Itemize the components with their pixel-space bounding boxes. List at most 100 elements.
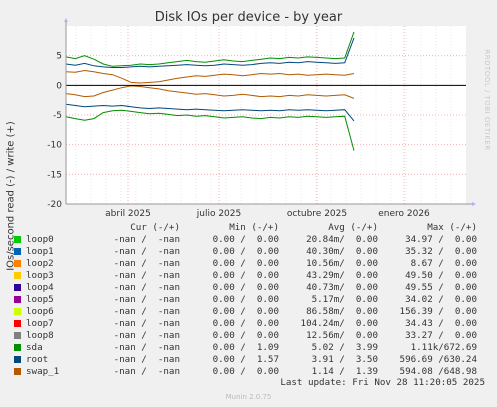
legend-avg: 20.84m/ 0.00 (306, 234, 378, 245)
legend-name: swap_1 (26, 366, 60, 377)
y-tick-label: 5 (56, 52, 62, 62)
y-tick-label: 0 (56, 81, 62, 91)
legend-header-min: Min (-/+) (229, 222, 279, 233)
legend-name: loop3 (26, 270, 54, 281)
legend-min: 0.00 / 0.00 (212, 246, 279, 257)
legend-row-sda: sda -nan / -nan 0.00 / 1.09 5.02 / 3.99 1.11… (0, 342, 497, 354)
legend-swatch (14, 368, 21, 375)
legend-cur: -nan / -nan (113, 258, 180, 269)
legend-name: root (26, 354, 49, 365)
legend-header-max: Max (-/+) (427, 222, 477, 233)
legend-min: 0.00 / 0.00 (212, 306, 279, 317)
series-line-sda-write (65, 31, 355, 67)
legend-avg: 40.30m/ 0.00 (306, 246, 378, 257)
legend-name: loop4 (26, 282, 54, 293)
y-tick-label: -10 (47, 141, 62, 151)
legend-header-cur: Cur (-/+) (130, 222, 180, 233)
series-line-swap_1-read (65, 85, 355, 99)
y-tick-label: -15 (47, 170, 62, 180)
legend-name: loop2 (26, 258, 54, 269)
y-axis-arrow (64, 18, 68, 22)
last-update: Last update: Fri Nov 28 11:20:05 2025 (280, 377, 485, 388)
legend-min: 0.00 / 0.00 (212, 258, 279, 269)
legend-swatch (14, 344, 21, 351)
legend-name: loop8 (26, 330, 54, 341)
legend-min: 0.00 / 0.00 (212, 330, 279, 341)
x-tick-label: julio 2025 (196, 209, 241, 219)
x-tick-label: octubre 2025 (287, 209, 347, 219)
legend-row-loop4: loop4 -nan / -nan 0.00 / 0.00 40.73m/ 0.00 4… (0, 282, 497, 294)
legend-row-loop5: loop5 -nan / -nan 0.00 / 0.00 5.17m/ 0.00 34… (0, 294, 497, 306)
legend-row-loop8: loop8 -nan / -nan 0.00 / 0.00 12.56m/ 0.00 3… (0, 330, 497, 342)
legend-avg: 3.91 / 3.50 (311, 354, 378, 365)
legend-avg: 40.73m/ 0.00 (306, 282, 378, 293)
legend-max: 34.97 / 0.00 (405, 234, 477, 245)
legend-swatch (14, 260, 21, 267)
legend-swatch (14, 272, 21, 279)
legend-min: 0.00 / 1.09 (212, 342, 279, 353)
legend-cur: -nan / -nan (113, 234, 180, 245)
legend-cur: -nan / -nan (113, 354, 180, 365)
legend-row-loop3: loop3 -nan / -nan 0.00 / 0.00 43.29m/ 0.00 4… (0, 270, 497, 282)
legend-avg: 86.58m/ 0.00 (306, 306, 378, 317)
legend-row-loop6: loop6 -nan / -nan 0.00 / 0.00 86.58m/ 0.00 1… (0, 306, 497, 318)
legend-cur: -nan / -nan (113, 246, 180, 257)
chart-area: 5 0 -5 -10 -15 -20 abril 2025 julio 2025 octubr… (47, 18, 476, 219)
legend-max: 49.50 / 0.00 (405, 270, 477, 281)
legend-cur: -nan / -nan (113, 342, 180, 353)
x-tick-label: enero 2026 (378, 209, 430, 219)
legend-swatch (14, 284, 21, 291)
series-lines (65, 31, 355, 151)
legend-min: 0.00 / 0.00 (212, 234, 279, 245)
legend-cur: -nan / -nan (113, 366, 180, 377)
legend-name: sda (26, 342, 43, 353)
legend-avg: 5.17m/ 0.00 (311, 294, 378, 305)
chart-title: Disk IOs per device - by year (154, 10, 343, 25)
legend-avg: 5.02 / 3.99 (311, 342, 378, 353)
legend-swatch (14, 296, 21, 303)
legend-max: 34.02 / 0.00 (405, 294, 477, 305)
legend-cur: -nan / -nan (113, 318, 180, 329)
legend-row-root: root -nan / -nan 0.00 / 1.57 3.91 / 3.50 596… (0, 354, 497, 366)
legend-min: 0.00 / 0.00 (212, 318, 279, 329)
legend-avg: 104.24m/ 0.00 (300, 318, 378, 329)
series-line-sda-read (65, 109, 355, 151)
legend-min: 0.00 / 1.57 (212, 354, 279, 365)
y-tick-label: -5 (53, 111, 62, 121)
legend-min: 0.00 / 0.00 (212, 366, 279, 377)
munin-version: Munin 2.0.75 (225, 393, 272, 401)
legend-swatch (14, 320, 21, 327)
y-tick-labels: 5 0 -5 -10 -15 -20 (47, 52, 62, 210)
legend-min: 0.00 / 0.00 (212, 282, 279, 293)
x-tick-labels: abril 2025 julio 2025 octubre 2025 enero 20… (105, 209, 430, 219)
legend-avg: 10.56m/ 0.00 (306, 258, 378, 269)
series-line-root-read (65, 103, 355, 122)
legend-header-avg: Avg (-/+) (328, 222, 378, 233)
x-tick-label: abril 2025 (105, 209, 151, 219)
legend-max: 35.32 / 0.00 (405, 246, 477, 257)
y-tick-label: -20 (47, 200, 62, 210)
legend-max: 34.43 / 0.00 (405, 318, 477, 329)
legend-swatch (14, 332, 21, 339)
legend-max: 8.67 / 0.00 (410, 258, 477, 269)
legend-name: loop5 (26, 294, 54, 305)
legend-row-loop0: loop0 -nan / -nan 0.00 / 0.00 20.84m/ 0.00 3… (0, 234, 497, 246)
legend-name: loop7 (26, 318, 54, 329)
legend-avg: 12.56m/ 0.00 (306, 330, 378, 341)
legend-cur: -nan / -nan (113, 294, 180, 305)
legend-swatch (14, 356, 21, 363)
legend-cur: -nan / -nan (113, 330, 180, 341)
series-line-swap_1-write (65, 69, 355, 84)
legend-cur: -nan / -nan (113, 270, 180, 281)
legend-max: 594.08 /648.98 (399, 366, 477, 377)
legend-max: 49.55 / 0.00 (405, 282, 477, 293)
legend-max: 596.69 /630.24 (399, 354, 477, 365)
legend-avg: 1.14 / 1.39 (311, 366, 378, 377)
series-line-root-write (65, 37, 355, 68)
legend-name: loop0 (26, 234, 54, 245)
legend-swatch (14, 236, 21, 243)
legend-cur: -nan / -nan (113, 306, 180, 317)
legend-max: 156.39 / 0.00 (399, 306, 477, 317)
legend-cur: -nan / -nan (113, 282, 180, 293)
legend-min: 0.00 / 0.00 (212, 294, 279, 305)
